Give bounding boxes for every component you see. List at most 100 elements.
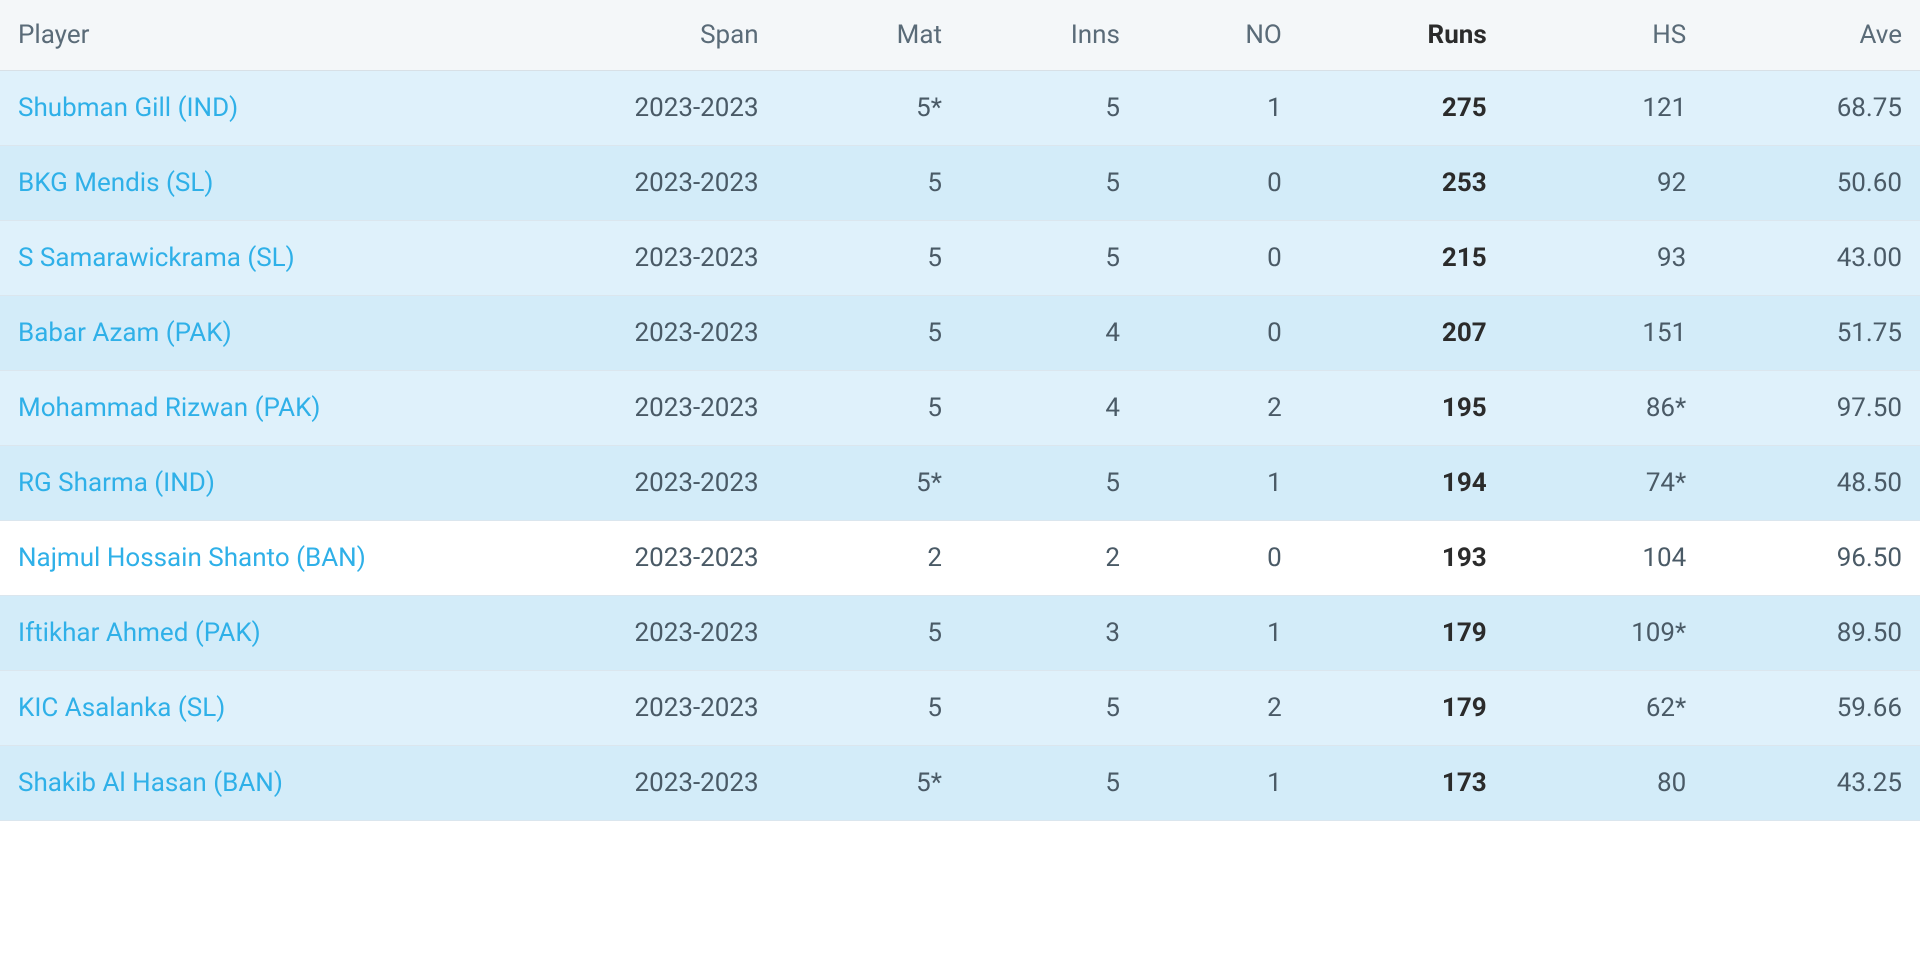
hs-cell: 109*	[1505, 596, 1705, 671]
player-link[interactable]: Babar Azam (PAK)	[18, 318, 232, 348]
header-row: Player Span Mat Inns NO Runs HS Ave	[0, 0, 1920, 71]
hs-cell: 86*	[1505, 371, 1705, 446]
hs-cell: 93	[1505, 221, 1705, 296]
table-row: Najmul Hossain Shanto (BAN)2023-20232201…	[0, 521, 1920, 596]
ave-cell: 59.66	[1704, 671, 1920, 746]
span-cell: 2023-2023	[550, 746, 777, 821]
table-row: Iftikhar Ahmed (PAK)2023-2023531179109*8…	[0, 596, 1920, 671]
col-header-no[interactable]: NO	[1138, 0, 1300, 71]
mat-cell: 5*	[777, 71, 960, 146]
runs-cell: 195	[1300, 371, 1505, 446]
runs-cell: 207	[1300, 296, 1505, 371]
runs-cell: 215	[1300, 221, 1505, 296]
mat-cell: 5	[777, 296, 960, 371]
span-cell: 2023-2023	[550, 146, 777, 221]
table-row: KIC Asalanka (SL)2023-202355217962*59.66	[0, 671, 1920, 746]
table-row: Shubman Gill (IND) 2023-20235*5127512168.…	[0, 71, 1920, 146]
table-row: RG Sharma (IND) 2023-20235*5119474*48.50	[0, 446, 1920, 521]
inns-cell: 2	[960, 521, 1138, 596]
player-cell: RG Sharma (IND)	[0, 446, 550, 521]
no-cell: 0	[1138, 521, 1300, 596]
player-cell: BKG Mendis (SL)	[0, 146, 550, 221]
span-cell: 2023-2023	[550, 296, 777, 371]
player-cell: Babar Azam (PAK)	[0, 296, 550, 371]
player-link[interactable]: S Samarawickrama (SL)	[18, 243, 295, 273]
player-link[interactable]: Iftikhar Ahmed (PAK)	[18, 618, 261, 648]
inns-cell: 4	[960, 371, 1138, 446]
span-cell: 2023-2023	[550, 596, 777, 671]
ave-cell: 89.50	[1704, 596, 1920, 671]
player-link[interactable]: Mohammad Rizwan (PAK)	[18, 393, 320, 423]
span-cell: 2023-2023	[550, 71, 777, 146]
hs-cell: 74*	[1505, 446, 1705, 521]
inns-cell: 5	[960, 221, 1138, 296]
mat-cell: 5*	[777, 446, 960, 521]
col-header-runs[interactable]: Runs	[1300, 0, 1505, 71]
player-cell: Shubman Gill (IND)	[0, 71, 550, 146]
no-cell: 0	[1138, 296, 1300, 371]
player-link[interactable]: RG Sharma (IND)	[18, 468, 215, 498]
ave-cell: 43.00	[1704, 221, 1920, 296]
player-cell: S Samarawickrama (SL)	[0, 221, 550, 296]
col-header-ave[interactable]: Ave	[1704, 0, 1920, 71]
inns-cell: 5	[960, 671, 1138, 746]
player-link[interactable]: Najmul Hossain Shanto (BAN)	[18, 543, 366, 573]
hs-cell: 121	[1505, 71, 1705, 146]
runs-cell: 253	[1300, 146, 1505, 221]
player-cell: KIC Asalanka (SL)	[0, 671, 550, 746]
player-link[interactable]: Shubman Gill (IND)	[18, 93, 238, 123]
runs-cell: 275	[1300, 71, 1505, 146]
inns-cell: 5	[960, 746, 1138, 821]
col-header-hs[interactable]: HS	[1505, 0, 1705, 71]
col-header-span[interactable]: Span	[550, 0, 777, 71]
table-row: BKG Mendis (SL)2023-20235502539250.60	[0, 146, 1920, 221]
col-header-inns[interactable]: Inns	[960, 0, 1138, 71]
inns-cell: 5	[960, 146, 1138, 221]
inns-cell: 5	[960, 71, 1138, 146]
ave-cell: 96.50	[1704, 521, 1920, 596]
table-header: Player Span Mat Inns NO Runs HS Ave	[0, 0, 1920, 71]
span-cell: 2023-2023	[550, 371, 777, 446]
no-cell: 1	[1138, 446, 1300, 521]
mat-cell: 5	[777, 221, 960, 296]
no-cell: 2	[1138, 371, 1300, 446]
player-link[interactable]: Shakib Al Hasan (BAN)	[18, 768, 283, 798]
stats-table-container: Player Span Mat Inns NO Runs HS Ave Shub…	[0, 0, 1920, 821]
mat-cell: 5	[777, 671, 960, 746]
span-cell: 2023-2023	[550, 671, 777, 746]
runs-cell: 173	[1300, 746, 1505, 821]
no-cell: 2	[1138, 671, 1300, 746]
hs-cell: 62*	[1505, 671, 1705, 746]
ave-cell: 68.75	[1704, 71, 1920, 146]
span-cell: 2023-2023	[550, 221, 777, 296]
span-cell: 2023-2023	[550, 521, 777, 596]
player-link[interactable]: KIC Asalanka (SL)	[18, 693, 225, 723]
table-row: Mohammad Rizwan (PAK)2023-202354219586*9…	[0, 371, 1920, 446]
no-cell: 0	[1138, 221, 1300, 296]
ave-cell: 97.50	[1704, 371, 1920, 446]
runs-cell: 179	[1300, 671, 1505, 746]
inns-cell: 4	[960, 296, 1138, 371]
player-cell: Mohammad Rizwan (PAK)	[0, 371, 550, 446]
table-row: S Samarawickrama (SL)2023-20235502159343…	[0, 221, 1920, 296]
player-link[interactable]: BKG Mendis (SL)	[18, 168, 213, 198]
runs-cell: 193	[1300, 521, 1505, 596]
ave-cell: 48.50	[1704, 446, 1920, 521]
runs-cell: 179	[1300, 596, 1505, 671]
mat-cell: 5	[777, 146, 960, 221]
hs-cell: 80	[1505, 746, 1705, 821]
hs-cell: 104	[1505, 521, 1705, 596]
no-cell: 1	[1138, 746, 1300, 821]
hs-cell: 151	[1505, 296, 1705, 371]
col-header-player[interactable]: Player	[0, 0, 550, 71]
no-cell: 1	[1138, 71, 1300, 146]
mat-cell: 5*	[777, 746, 960, 821]
runs-cell: 194	[1300, 446, 1505, 521]
no-cell: 1	[1138, 596, 1300, 671]
col-header-mat[interactable]: Mat	[777, 0, 960, 71]
inns-cell: 5	[960, 446, 1138, 521]
player-cell: Najmul Hossain Shanto (BAN)	[0, 521, 550, 596]
player-cell: Shakib Al Hasan (BAN)	[0, 746, 550, 821]
player-cell: Iftikhar Ahmed (PAK)	[0, 596, 550, 671]
span-cell: 2023-2023	[550, 446, 777, 521]
